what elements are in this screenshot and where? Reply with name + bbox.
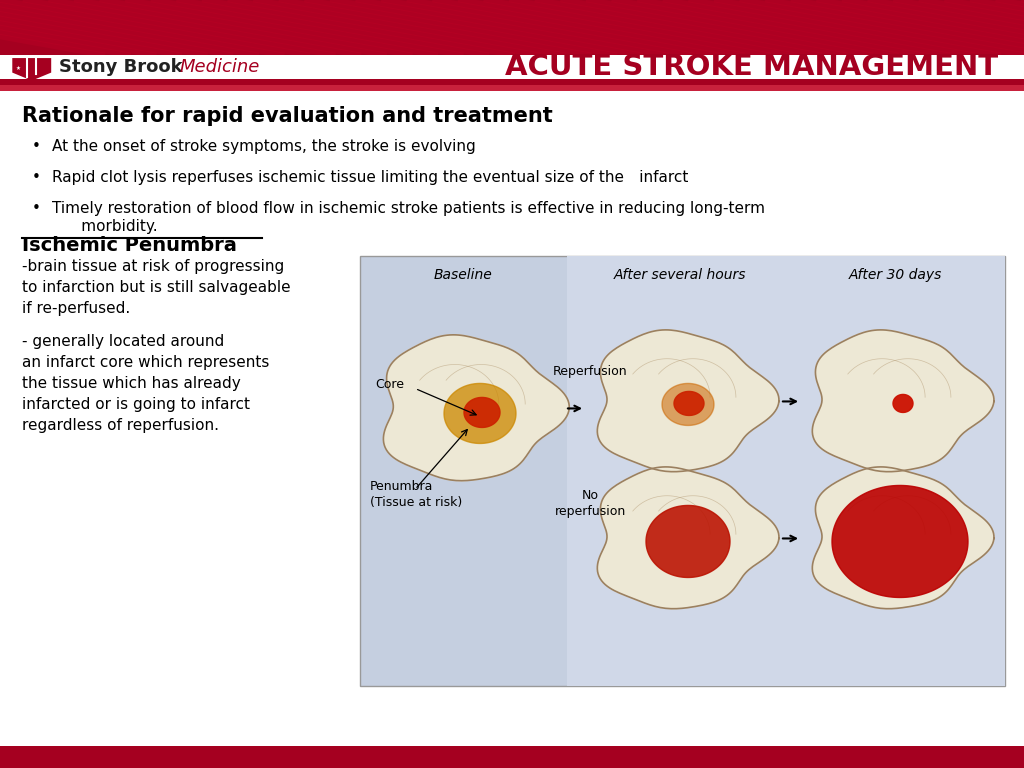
Bar <box>787 257 1005 687</box>
Text: Medicine: Medicine <box>179 58 259 76</box>
Polygon shape <box>893 395 913 412</box>
Bar <box>0 79 1024 84</box>
Polygon shape <box>464 398 500 428</box>
Bar <box>360 257 1005 687</box>
Text: At the onset of stroke symptoms, the stroke is evolving: At the onset of stroke symptoms, the str… <box>52 140 476 154</box>
Text: After 30 days: After 30 days <box>848 269 942 283</box>
Text: Ischemic Penumbra: Ischemic Penumbra <box>22 237 237 256</box>
Text: •: • <box>32 170 41 185</box>
Bar <box>0 55 1024 81</box>
Text: Baseline: Baseline <box>433 269 493 283</box>
Text: After several hours: After several hours <box>613 269 746 283</box>
Text: Timely restoration of blood flow in ischemic stroke patients is effective in red: Timely restoration of blood flow in isch… <box>52 201 765 233</box>
Bar <box>567 257 787 687</box>
Polygon shape <box>597 467 779 609</box>
Polygon shape <box>812 330 994 472</box>
Text: Rapid clot lysis reperfuses ischemic tissue limiting the eventual size of the in: Rapid clot lysis reperfuses ischemic tis… <box>52 170 688 185</box>
Text: ACUTE STROKE MANAGEMENT: ACUTE STROKE MANAGEMENT <box>505 53 998 81</box>
Text: •: • <box>32 201 41 217</box>
Polygon shape <box>812 467 994 609</box>
Text: Rationale for rapid evaluation and treatment: Rationale for rapid evaluation and treat… <box>22 107 553 127</box>
Text: •: • <box>32 140 41 154</box>
Text: Penumbra
(Tissue at risk): Penumbra (Tissue at risk) <box>370 480 462 509</box>
Polygon shape <box>674 392 705 415</box>
Polygon shape <box>597 330 779 472</box>
Polygon shape <box>662 383 714 425</box>
Text: Reperfusion: Reperfusion <box>553 365 628 378</box>
Bar <box>0 84 1024 91</box>
Text: ★: ★ <box>15 66 20 71</box>
Text: - generally located around
an infarct core which represents
the tissue which has: - generally located around an infarct co… <box>22 334 269 433</box>
Polygon shape <box>833 485 968 598</box>
Polygon shape <box>646 505 730 578</box>
Text: -brain tissue at risk of progressing
to infarction but is still salvageable
if r: -brain tissue at risk of progressing to … <box>22 260 291 316</box>
Bar <box>0 0 1024 55</box>
Text: No
reperfusion: No reperfusion <box>554 489 626 518</box>
Polygon shape <box>444 383 516 443</box>
Text: Stony Brook: Stony Brook <box>59 58 183 76</box>
Polygon shape <box>383 335 569 481</box>
Text: Core: Core <box>375 378 404 391</box>
Polygon shape <box>12 58 51 81</box>
